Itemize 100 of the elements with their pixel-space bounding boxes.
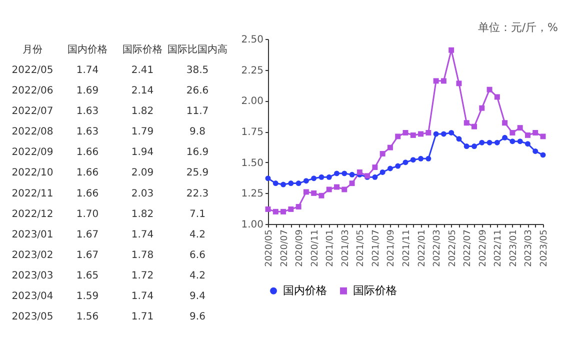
- point: [265, 176, 271, 182]
- point: [440, 131, 446, 137]
- x-tick-label: 2022/01: [417, 230, 428, 267]
- data-label: 1.67: [76, 229, 99, 240]
- data-label: 26.6: [186, 85, 209, 96]
- point: [380, 169, 386, 175]
- point: [372, 174, 378, 180]
- x-tick-label: 2020/11: [310, 230, 320, 267]
- point: [510, 130, 516, 136]
- category-label: 2022/05: [12, 64, 54, 76]
- x-tick-label: 2020/07: [280, 230, 290, 267]
- point: [288, 180, 294, 186]
- data-label: 1.71: [131, 312, 154, 323]
- data-label: 4.2: [190, 229, 206, 240]
- x-tick-label: 2022/07: [463, 230, 474, 267]
- point: [472, 144, 477, 150]
- data-label: 1.82: [131, 208, 154, 220]
- x-tick-label: 2021/09: [386, 229, 397, 267]
- data-label: 1.69: [76, 85, 99, 96]
- data-label: 7.1: [190, 208, 206, 220]
- point: [311, 190, 317, 196]
- point: [502, 120, 508, 126]
- point: [502, 134, 508, 140]
- point: [479, 105, 485, 111]
- data-label: 1.74: [131, 229, 154, 240]
- data-label: 25.9: [186, 168, 209, 179]
- data-label: 1.74: [76, 64, 99, 76]
- data-label: 6.6: [190, 250, 206, 261]
- data-label: 38.5: [186, 64, 209, 76]
- data-label: 1.94: [131, 147, 154, 158]
- data-label: 1.82: [131, 106, 154, 117]
- point: [265, 206, 271, 212]
- text: 单位：元/斤，%: [478, 21, 558, 34]
- point: [342, 170, 348, 176]
- point: [426, 130, 432, 136]
- point: [272, 208, 278, 214]
- text: 国内价格: [68, 43, 108, 56]
- point: [395, 134, 401, 140]
- text: 国际价格: [122, 43, 162, 56]
- point: [540, 134, 546, 140]
- point: [494, 94, 500, 100]
- x-tick-label: 2021/01: [326, 230, 336, 267]
- category-label: 2023/04: [12, 291, 54, 302]
- y-tick-label: 2.00: [241, 96, 264, 108]
- data-label: 1.63: [76, 126, 99, 138]
- data-label: 1.66: [76, 147, 99, 158]
- x-tick-label: 2023/03: [524, 230, 534, 267]
- point: [440, 78, 446, 84]
- data-label: 9.6: [190, 312, 206, 323]
- x-tick-label: 2020/05: [264, 230, 274, 267]
- point: [418, 131, 424, 137]
- point: [517, 138, 523, 144]
- data-label: 2.14: [131, 85, 154, 96]
- data-label: 4.2: [190, 270, 206, 282]
- data-label: 9.4: [190, 291, 206, 302]
- point: [494, 140, 500, 146]
- data-label: 1.56: [76, 312, 99, 323]
- category-label: 2022/11: [12, 188, 54, 200]
- data-label: 1.65: [76, 270, 99, 282]
- point: [296, 204, 302, 210]
- point: [486, 140, 492, 146]
- point: [433, 78, 439, 84]
- point: [464, 144, 470, 150]
- point: [349, 172, 355, 178]
- point: [387, 166, 393, 172]
- point: [532, 130, 538, 136]
- point: [334, 170, 340, 176]
- point: [303, 189, 309, 195]
- x-tick-label: 2021/07: [371, 230, 382, 267]
- text: 月份: [22, 44, 42, 56]
- category-label: 2023/03: [12, 270, 54, 282]
- data-label: 1.78: [131, 250, 154, 261]
- point: [524, 132, 530, 138]
- y-tick-label: 1.75: [241, 127, 264, 138]
- category-label: 2022/06: [12, 85, 54, 96]
- x-tick-label: 2022/11: [494, 230, 504, 267]
- point: [456, 80, 462, 86]
- y-tick-label: 2.25: [241, 65, 264, 76]
- data-label: 1.59: [76, 291, 99, 302]
- category-label: 2022/09: [12, 147, 54, 158]
- point: [326, 186, 332, 192]
- data-label: 1.70: [76, 208, 99, 220]
- point: [395, 163, 401, 169]
- point: [303, 178, 309, 184]
- point: [334, 184, 340, 190]
- y-tick-label: 1.00: [241, 220, 264, 230]
- x-tick-label: 2021/05: [356, 230, 366, 267]
- point: [540, 152, 546, 158]
- point: [318, 174, 324, 180]
- y-tick-label: 1.50: [241, 158, 264, 169]
- data-label: 1.63: [76, 106, 99, 117]
- point: [410, 157, 416, 163]
- legend-label: 国内价格: [283, 284, 327, 297]
- x-tick-label: 2021/11: [402, 230, 412, 267]
- x-tick-label: 2022/05: [448, 230, 458, 267]
- point: [479, 140, 485, 146]
- data-label: 1.67: [76, 250, 99, 261]
- x-tick-label: 2022/03: [432, 230, 443, 267]
- y-tick-label: 2.50: [241, 34, 264, 46]
- data-label: 1.74: [131, 291, 154, 302]
